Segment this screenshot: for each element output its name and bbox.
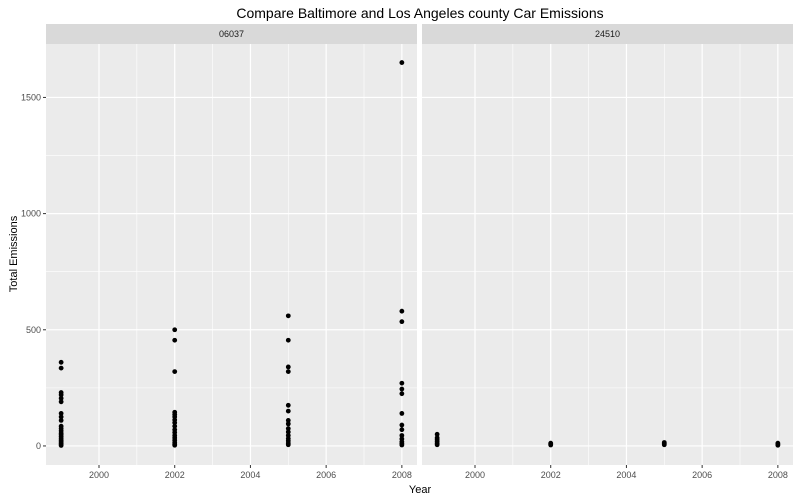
data-point <box>399 442 405 448</box>
data-point <box>172 337 178 343</box>
x-tick-label: 2008 <box>392 470 412 480</box>
data-point <box>285 426 291 431</box>
facet-panels: 06037 2000 2002 2004 2006 2008 0 500 1000 1500 245… <box>21 24 793 480</box>
x-tick-label: 2002 <box>541 470 561 480</box>
data-point <box>399 319 405 325</box>
data-point <box>285 402 291 408</box>
data-point <box>172 420 178 426</box>
panel-background <box>46 44 417 465</box>
data-point <box>399 380 405 386</box>
data-point <box>285 429 291 435</box>
data-point <box>285 369 291 374</box>
x-tick-label: 2006 <box>316 470 336 480</box>
data-point <box>172 327 178 333</box>
panel-background <box>422 44 793 465</box>
data-point <box>58 417 64 423</box>
data-point <box>775 442 781 448</box>
data-point <box>285 364 291 370</box>
facet-strip-label: 24510 <box>595 29 620 39</box>
facet-strip <box>46 24 417 44</box>
facet-strip <box>422 24 793 44</box>
data-point <box>434 431 440 437</box>
x-tick-label: 2002 <box>165 470 185 480</box>
data-point <box>285 442 291 448</box>
data-point <box>285 417 291 423</box>
x-tick-label: 2006 <box>692 470 712 480</box>
chart-title: Compare Baltimore and Los Angeles county… <box>236 5 603 21</box>
y-tick-label: 0 <box>36 441 41 451</box>
x-tick-label: 2004 <box>240 470 260 480</box>
x-tick-label: 2004 <box>616 470 636 480</box>
facet-panel-06037: 06037 2000 2002 2004 2006 2008 0 500 1000 1500 <box>21 24 417 480</box>
data-point <box>58 411 64 416</box>
facet-panel-24510: 24510 2000 2002 2004 2006 2008 <box>422 24 793 480</box>
x-tick-label: 2000 <box>89 470 109 480</box>
data-point <box>58 414 64 420</box>
x-axis-title: Year <box>409 484 432 496</box>
y-axis-title: Total Emissions <box>8 215 20 292</box>
y-tick-label: 1500 <box>21 92 41 102</box>
facet-strip-label: 06037 <box>219 29 244 39</box>
data-point <box>399 308 405 314</box>
x-tick-label: 2008 <box>768 470 788 480</box>
data-point <box>58 392 64 398</box>
data-point <box>661 442 667 448</box>
data-point <box>399 422 405 428</box>
data-point <box>172 423 178 429</box>
data-point <box>58 365 64 371</box>
data-point <box>399 386 405 392</box>
data-point <box>399 391 405 397</box>
data-point <box>58 359 64 365</box>
data-point <box>58 399 64 405</box>
y-tick-label: 1000 <box>21 209 41 219</box>
y-tick-label: 500 <box>26 325 41 335</box>
data-point <box>548 442 554 448</box>
data-point <box>399 411 405 416</box>
data-point <box>285 313 291 319</box>
data-point <box>58 443 64 448</box>
data-point <box>399 60 405 65</box>
data-point <box>58 395 64 401</box>
data-point <box>285 421 291 427</box>
data-point <box>285 408 291 414</box>
x-tick-label: 2000 <box>465 470 485 480</box>
data-point <box>434 442 440 448</box>
data-point <box>399 427 405 433</box>
data-point <box>172 442 178 448</box>
data-point <box>172 369 178 374</box>
data-point <box>399 433 405 438</box>
data-point <box>285 337 291 343</box>
